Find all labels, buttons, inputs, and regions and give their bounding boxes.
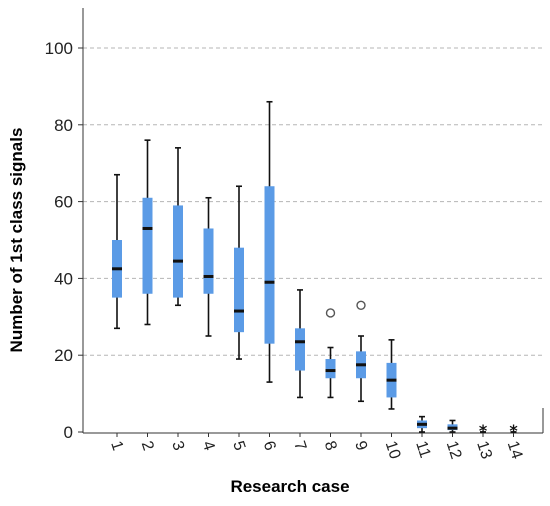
x-axis-title: Research case (230, 477, 349, 496)
y-tick-label: 60 (54, 193, 73, 212)
median-line (112, 267, 122, 271)
median-line (447, 426, 458, 430)
box-case-14: * (509, 421, 518, 440)
box-iqr (173, 205, 183, 298)
box-iqr (295, 328, 305, 371)
x-tick-label: 4 (199, 439, 218, 453)
y-tick-labels: 0 20 40 60 80 100 (45, 39, 83, 442)
x-tick-label: 6 (260, 439, 279, 453)
median-line (234, 309, 244, 313)
median-line (417, 422, 427, 426)
y-tick-label: 80 (54, 116, 73, 135)
box-iqr (325, 359, 336, 379)
x-tick-label: 3 (168, 439, 187, 453)
box-case-4 (203, 196, 214, 337)
x-tick-label: 8 (321, 439, 340, 453)
box-case-7 (295, 289, 305, 399)
median-line (386, 378, 397, 382)
box-iqr (203, 228, 214, 294)
axes (82, 8, 544, 434)
outlier-point (325, 308, 336, 318)
box-iqr (264, 186, 275, 344)
y-axis-title: Number of 1st class signals (7, 128, 26, 353)
box-case-3 (173, 147, 183, 307)
median-line (142, 226, 153, 230)
box-case-2 (142, 139, 153, 326)
box-case-9 (356, 300, 366, 403)
x-tick-label: 12 (443, 439, 465, 461)
x-tick-label: 9 (351, 439, 370, 453)
median-line (173, 259, 183, 263)
x-tick-label: 14 (504, 439, 526, 461)
x-tick-label: 5 (229, 439, 248, 453)
box-iqr (234, 247, 244, 333)
x-tick-label: 1 (107, 439, 126, 453)
median-line (264, 280, 275, 284)
box-iqr (142, 197, 153, 294)
box-case-10 (386, 339, 397, 410)
x-tick-label: 13 (473, 439, 495, 461)
x-tick-label: 2 (138, 439, 157, 453)
y-tick-label: 100 (45, 39, 73, 58)
box-case-12 (447, 419, 458, 433)
median-line (356, 363, 366, 367)
box-case-5 (234, 185, 244, 360)
median-line (325, 369, 336, 373)
outlier-point (356, 300, 366, 310)
x-tick-label: 10 (382, 439, 404, 461)
box-case-8 (325, 308, 336, 399)
y-tick-label: 40 (54, 269, 73, 288)
y-tick-label: 0 (64, 423, 73, 442)
box-case-11 (417, 415, 427, 433)
box-case-1 (112, 173, 122, 330)
x-tick-label: 11 (412, 439, 433, 460)
box-case-6 (264, 100, 275, 383)
x-tick-label: 7 (290, 439, 309, 453)
median-line (203, 274, 214, 278)
extreme-point: * (509, 421, 518, 440)
x-tick-labels: 1 2 3 4 5 6 7 8 9 10 11 12 13 14 (107, 433, 525, 461)
extreme-point: * (479, 421, 488, 440)
y-tick-label: 20 (54, 346, 73, 365)
boxes: * * (112, 100, 518, 440)
box-case-13: * (479, 421, 488, 440)
median-line (295, 340, 305, 344)
